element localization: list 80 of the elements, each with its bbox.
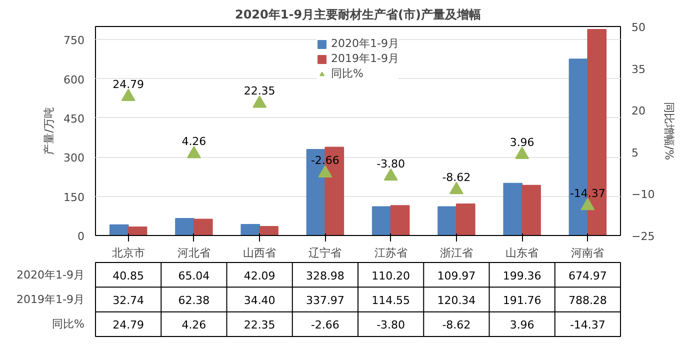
y-tick-label: 300 [64, 152, 85, 165]
text: 24.79 [112, 78, 144, 91]
data-label: 4.26 [182, 318, 206, 332]
bar [259, 226, 278, 236]
bar [438, 206, 457, 236]
point [121, 88, 136, 102]
x-tick-label: 山西省 [243, 246, 276, 260]
point [580, 198, 595, 210]
data-label: 110.20 [372, 269, 410, 282]
bar [128, 226, 148, 236]
data-label: 337.97 [306, 294, 344, 307]
y2-axis-title: 同比增幅/% [662, 102, 676, 160]
bar [390, 205, 410, 236]
text: 同比% [52, 318, 84, 331]
point [449, 182, 464, 194]
bar [522, 184, 541, 236]
chart-title: 2020年1-9月主要耐材生产省(市)产量及增幅 [234, 8, 482, 22]
y2-tick-label: 20 [632, 104, 646, 118]
y2-tick-label: 35 [632, 62, 646, 76]
point [252, 96, 267, 108]
data-label: 65.04 [178, 269, 210, 282]
point [515, 146, 530, 160]
y2-tick-label: −25 [632, 230, 655, 243]
x-tick-label: 辽宁省 [308, 246, 342, 260]
text: -14.37 [570, 186, 606, 200]
data-label: 199.36 [502, 269, 542, 282]
x-tick-label: 北京市 [112, 246, 145, 260]
x-tick-label: 河南省 [571, 246, 604, 260]
data-label: 120.34 [437, 294, 476, 307]
bar [175, 218, 194, 236]
legend-label: 2019年1-9月 [331, 51, 399, 66]
text: -3.80 [376, 157, 406, 170]
y-tick-label: 600 [64, 73, 85, 86]
data-label: 34.40 [244, 294, 276, 307]
data-label: 24.79 [112, 318, 144, 332]
bar [456, 204, 476, 236]
bar [193, 218, 213, 236]
data-label: 40.85 [112, 269, 144, 282]
bar [240, 224, 260, 236]
x-tick-label: 山东省 [506, 246, 539, 260]
text: -8.62 [442, 170, 471, 184]
x-tick-label: 浙江省 [440, 246, 473, 260]
y-tick-label: 0 [78, 230, 84, 243]
y-tick-label: 150 [64, 190, 85, 204]
data-label: 42.09 [244, 269, 276, 282]
text: 2020年1-9月 [16, 268, 85, 282]
data-label: 22.35 [244, 318, 276, 332]
text: 4.26 [182, 134, 206, 148]
data-label: -2.66 [310, 318, 340, 332]
data-label: -8.62 [442, 318, 471, 332]
x-tick-label: 河北省 [177, 246, 210, 260]
y-axis-title: 产量/万吨 [42, 107, 56, 155]
data-label: 32.74 [112, 294, 144, 307]
data-label: 114.55 [372, 294, 410, 307]
x-tick-label: 江苏省 [374, 246, 408, 260]
y2-tick-label: 5 [632, 146, 638, 160]
y-tick-label: 750 [64, 34, 85, 48]
data-label: 788.28 [568, 294, 607, 307]
point [318, 165, 332, 178]
y2-tick-label: 50 [632, 21, 646, 34]
data-label: 3.96 [510, 318, 534, 332]
data-label: 674.97 [568, 269, 607, 282]
data-label: -14.37 [570, 318, 606, 332]
data-label: 109.97 [437, 269, 476, 282]
point [384, 168, 398, 181]
bar [109, 224, 129, 236]
text: 3.96 [510, 136, 534, 149]
data-label: 62.38 [178, 294, 210, 307]
bar [372, 206, 392, 236]
y-tick-label: 450 [64, 112, 85, 126]
bar [503, 182, 523, 236]
legend-label: 同比% [331, 66, 364, 81]
y2-tick-label: −10 [632, 188, 655, 202]
point [186, 146, 201, 158]
legend-label: 2020年1-9月 [331, 36, 399, 51]
data-label: 191.76 [502, 294, 542, 307]
data-label: 328.98 [306, 269, 344, 282]
text: 22.35 [244, 84, 276, 98]
text: 2019年1-9月 [16, 293, 85, 306]
data-label: -3.80 [376, 318, 406, 332]
